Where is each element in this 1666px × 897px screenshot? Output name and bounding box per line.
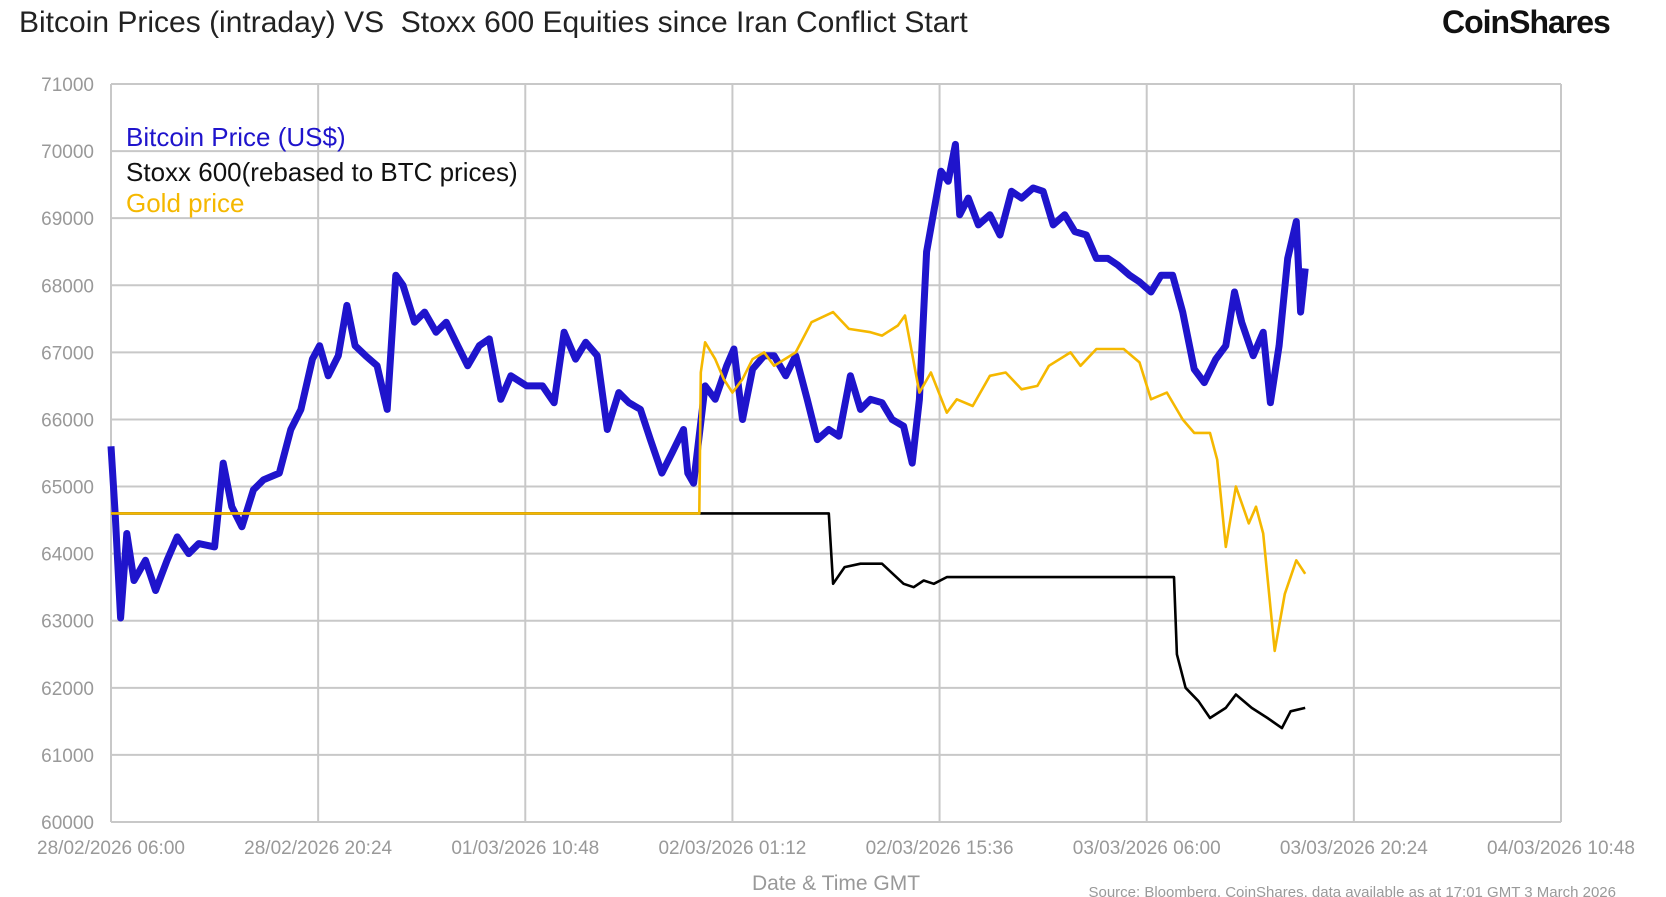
grid — [110, 83, 1562, 823]
series-line-gold — [111, 310, 1307, 653]
series-lines — [107, 140, 1309, 730]
legend: Bitcoin Price (US$) Stoxx 600(rebased to … — [126, 122, 518, 218]
y-tick-label: 68000 — [41, 276, 94, 297]
x-tick-label: 03/03/2026 06:00 — [1073, 838, 1221, 859]
y-tick-label: 64000 — [41, 545, 94, 566]
x-tick-label: 02/03/2026 15:36 — [866, 838, 1014, 859]
x-tick-label: 04/03/2026 10:48 — [1487, 838, 1635, 859]
y-tick-label: 71000 — [41, 75, 94, 96]
x-axis-label: Date & Time GMT — [752, 872, 920, 895]
x-axis-ticks: 28/02/2026 06:00 28/02/2026 20:24 01/03/20… — [37, 838, 1635, 859]
legend-item-stoxx-600: Stoxx 600(rebased to BTC prices) — [126, 157, 518, 187]
y-tick-label: 61000 — [41, 746, 94, 767]
legend-item-bitcoin: Bitcoin Price (US$) — [126, 122, 346, 152]
y-tick-label: 63000 — [41, 612, 94, 633]
y-tick-label: 62000 — [41, 679, 94, 700]
y-tick-label: 66000 — [41, 410, 94, 431]
legend-item-gold: Gold price — [126, 188, 245, 218]
source-note: Source: Bloomberg, CoinShares, data avai… — [1088, 884, 1616, 897]
y-tick-label: 65000 — [41, 478, 94, 499]
chart-title: Bitcoin Prices (intraday) VS Stoxx 600 E… — [19, 6, 968, 39]
x-tick-label: 28/02/2026 20:24 — [244, 838, 392, 859]
y-tick-label: 70000 — [41, 142, 94, 163]
y-tick-label: 67000 — [41, 343, 94, 364]
series-line-stoxx-600 — [111, 512, 1306, 730]
y-axis-ticks: 71000 70000 69000 68000 67000 66000 65000 64000… — [41, 75, 94, 834]
coinshares-logo: CoinShares — [1442, 4, 1611, 40]
x-tick-label: 02/03/2026 01:12 — [658, 838, 806, 859]
x-tick-label: 28/02/2026 06:00 — [37, 838, 185, 859]
x-tick-label: 01/03/2026 10:48 — [451, 838, 599, 859]
x-tick-label: 03/03/2026 20:24 — [1280, 838, 1428, 859]
y-tick-label: 60000 — [41, 813, 94, 834]
y-tick-label: 69000 — [41, 209, 94, 230]
series-line-bitcoin — [107, 140, 1309, 622]
